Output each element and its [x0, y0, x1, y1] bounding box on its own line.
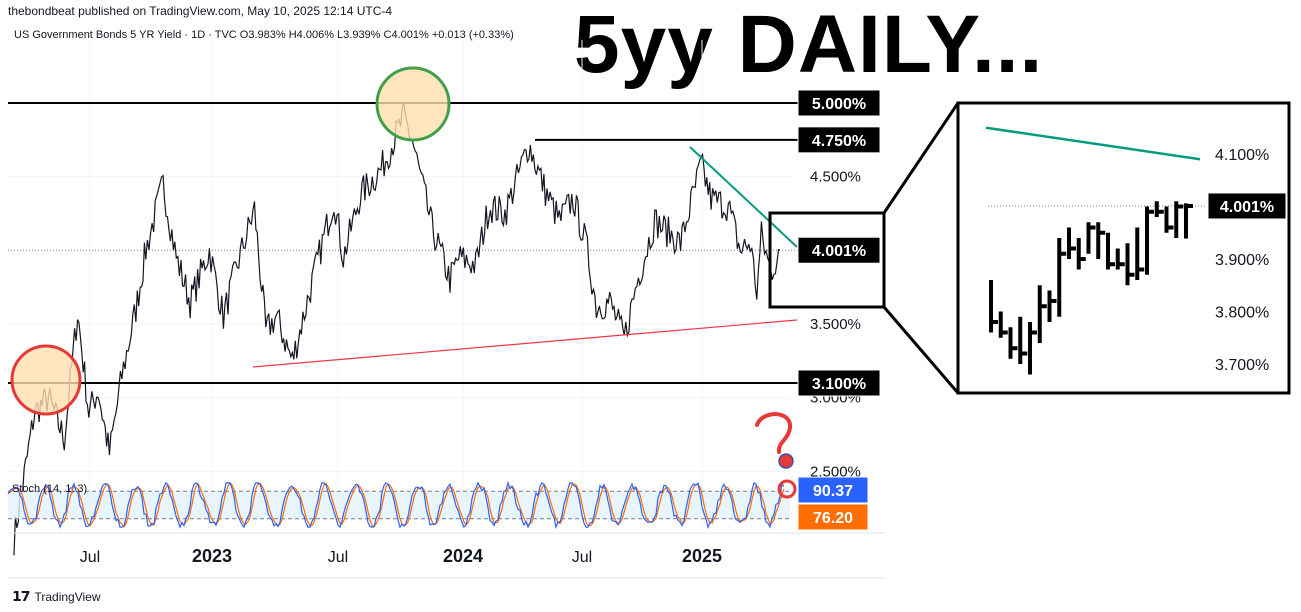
footer[interactable]: 𝟭𝟳 TradingView [12, 588, 101, 605]
stoch-k-value: 90.37 [813, 483, 853, 500]
x-axis: Jul 2023 Jul 2024 Jul 2025 [8, 533, 885, 578]
trendlines [253, 147, 797, 367]
tradingview-logo-icon: 𝟭𝟳 [12, 588, 29, 605]
level-label: 3.100% [812, 376, 866, 393]
x-tick-label: 2023 [192, 546, 232, 566]
zoom-connector-bottom [884, 307, 958, 393]
price-series [14, 103, 780, 556]
current-price-label: 4.001% [812, 243, 866, 260]
x-tick-label: Jul [328, 549, 348, 566]
question-mark-stroke [757, 414, 790, 452]
level-label: 5.000% [812, 96, 866, 113]
x-tick-label: Jul [572, 549, 592, 566]
stoch-label: Stoch (14, 1, 3) [12, 483, 87, 495]
inset-y-tick-label: 3.800% [1215, 305, 1269, 322]
trendline-support [253, 320, 797, 367]
question-mark-dot [779, 454, 793, 468]
red-highlight-circle [12, 346, 80, 414]
stochastic-pane: Stoch (14, 1, 3) 90.37 76.20 [8, 477, 868, 530]
y-axis: 4.500%3.500%3.000%2.500%5.000%4.750%3.10… [798, 90, 880, 480]
inset-y-tick-label: 3.700% [1215, 357, 1269, 374]
x-tick-label: 2024 [443, 546, 483, 566]
zoom-connector-top [884, 103, 958, 213]
footer-brand: TradingView [34, 590, 100, 604]
zoom-inset: 4.100% 3.900% 3.800% 3.700% 4.001% [958, 103, 1289, 393]
y-tick-label: 4.500% [810, 169, 861, 186]
inset-price-label: 4.001% [1220, 199, 1274, 216]
highlight-circles [12, 68, 449, 414]
x-tick-label: Jul [80, 549, 100, 566]
trendline-resistance [690, 147, 797, 247]
question-annotation [757, 414, 795, 497]
level-label: 4.750% [812, 133, 866, 150]
green-highlight-circle [377, 68, 449, 140]
inset-y-tick-label: 4.100% [1215, 147, 1269, 164]
price-line [14, 103, 780, 556]
y-tick-label: 3.500% [810, 316, 861, 333]
x-tick-label: 2025 [682, 546, 722, 566]
stoch-d-value: 76.20 [813, 510, 853, 527]
inset-y-tick-label: 3.900% [1215, 252, 1269, 269]
